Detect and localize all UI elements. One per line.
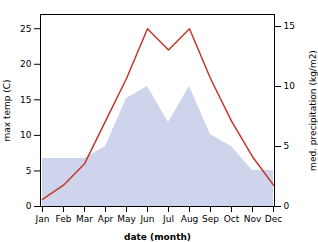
svg-text:date (month): date (month) xyxy=(124,232,191,242)
svg-text:5: 5 xyxy=(284,141,290,151)
svg-text:20: 20 xyxy=(20,59,32,69)
svg-text:Jun: Jun xyxy=(139,214,154,224)
svg-text:Oct: Oct xyxy=(224,214,240,224)
svg-text:Sep: Sep xyxy=(202,214,219,224)
svg-text:Dec: Dec xyxy=(265,214,282,224)
svg-text:0: 0 xyxy=(26,201,32,211)
svg-text:Aug: Aug xyxy=(181,214,199,224)
svg-text:0: 0 xyxy=(284,201,290,211)
svg-text:5: 5 xyxy=(26,166,32,176)
svg-text:10: 10 xyxy=(284,81,296,91)
svg-text:max temp (C): max temp (C) xyxy=(2,79,12,141)
svg-text:Apr: Apr xyxy=(98,214,114,224)
svg-text:15: 15 xyxy=(20,95,31,105)
svg-text:Mar: Mar xyxy=(76,214,93,224)
svg-text:Feb: Feb xyxy=(56,214,72,224)
svg-text:May: May xyxy=(117,214,136,224)
svg-text:15: 15 xyxy=(284,21,295,31)
svg-text:25: 25 xyxy=(20,24,31,34)
svg-text:med. precipitation (kg/m2): med. precipitation (kg/m2) xyxy=(308,50,318,171)
svg-text:10: 10 xyxy=(20,130,32,140)
svg-text:Nov: Nov xyxy=(244,214,262,224)
svg-text:Jan: Jan xyxy=(35,214,50,224)
svg-text:Jul: Jul xyxy=(162,214,174,224)
